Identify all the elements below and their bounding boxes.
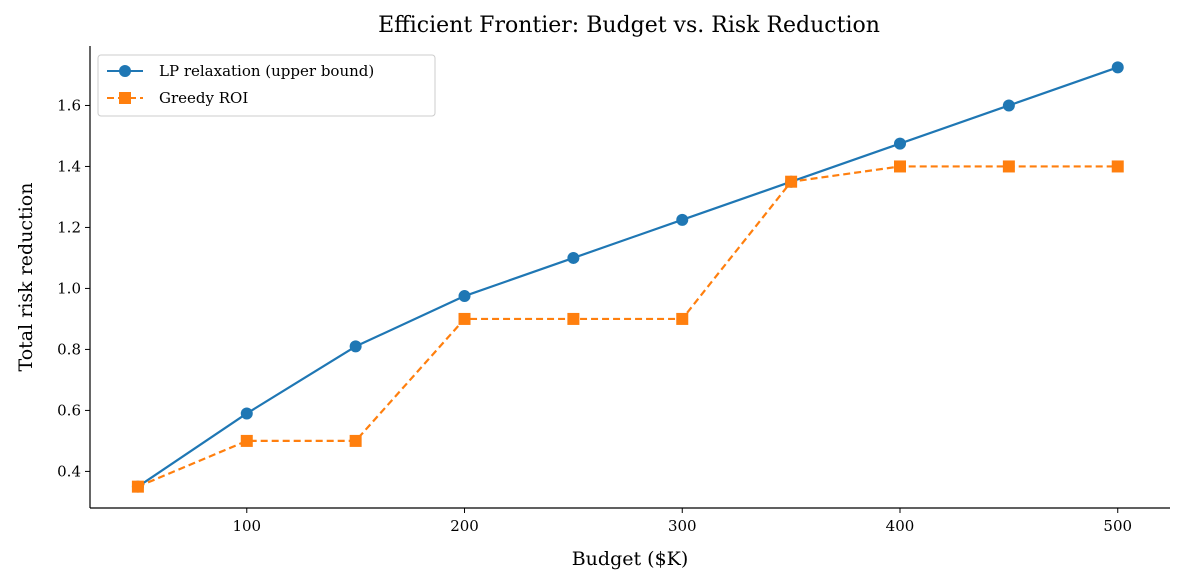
data-point bbox=[894, 160, 906, 173]
y-tick-label: 0.6 bbox=[57, 401, 81, 419]
y-axis-label: Total risk reduction bbox=[15, 183, 37, 372]
data-point bbox=[567, 312, 580, 325]
legend-entry-greedy: Greedy ROI bbox=[107, 89, 248, 107]
x-tick-label: 400 bbox=[886, 517, 915, 535]
data-point bbox=[240, 434, 253, 447]
x-ticks: 100 200 300 400 500 bbox=[232, 508, 1132, 535]
data-point bbox=[567, 251, 580, 264]
data-point bbox=[1002, 99, 1015, 112]
y-tick-label: 1.0 bbox=[57, 279, 81, 297]
data-point bbox=[458, 290, 471, 303]
data-point bbox=[1111, 160, 1124, 173]
x-tick-label: 100 bbox=[232, 517, 261, 535]
data-point bbox=[349, 340, 362, 353]
x-axis-label: Budget ($K) bbox=[572, 548, 689, 570]
legend-entry-lp: LP relaxation (upper bound) bbox=[107, 62, 374, 80]
data-point bbox=[458, 312, 471, 325]
y-tick-label: 1.6 bbox=[57, 96, 81, 114]
y-tick-label: 0.4 bbox=[57, 462, 81, 480]
data-point bbox=[1111, 61, 1124, 74]
y-tick-label: 1.4 bbox=[57, 157, 81, 175]
legend-label-lp: LP relaxation (upper bound) bbox=[159, 62, 374, 80]
chart-title: Efficient Frontier: Budget vs. Risk Redu… bbox=[378, 13, 880, 38]
data-point bbox=[676, 213, 689, 226]
data-point bbox=[785, 175, 798, 188]
series-0 bbox=[131, 61, 1124, 493]
y-tick-label: 0.8 bbox=[57, 340, 81, 358]
series-line bbox=[137, 165, 1118, 488]
x-tick-label: 500 bbox=[1103, 517, 1132, 535]
data-point bbox=[894, 137, 906, 150]
data-point bbox=[131, 480, 144, 493]
y-tick-label: 1.2 bbox=[57, 218, 81, 236]
data-point bbox=[349, 434, 362, 447]
x-tick-label: 200 bbox=[450, 517, 479, 535]
legend-label-greedy: Greedy ROI bbox=[159, 89, 248, 107]
legend-marker-lp bbox=[119, 65, 131, 77]
series-line bbox=[137, 66, 1119, 488]
plot-area: 100 200 300 400 500 0.4 0.6 0.8 1.0 1.2 1.4 1.6 bbox=[57, 46, 1170, 535]
data-point bbox=[676, 312, 689, 325]
y-ticks: 0.4 0.6 0.8 1.0 1.2 1.4 1.6 bbox=[57, 96, 90, 480]
legend-marker-greedy bbox=[119, 92, 131, 104]
legend: LP relaxation (upper bound) Greedy ROI bbox=[97, 54, 436, 117]
data-point bbox=[240, 407, 253, 420]
data-point bbox=[1002, 160, 1015, 173]
series-layer bbox=[131, 61, 1124, 493]
series-1 bbox=[131, 160, 1124, 493]
legend-box bbox=[97, 54, 436, 117]
x-tick-label: 300 bbox=[668, 517, 697, 535]
